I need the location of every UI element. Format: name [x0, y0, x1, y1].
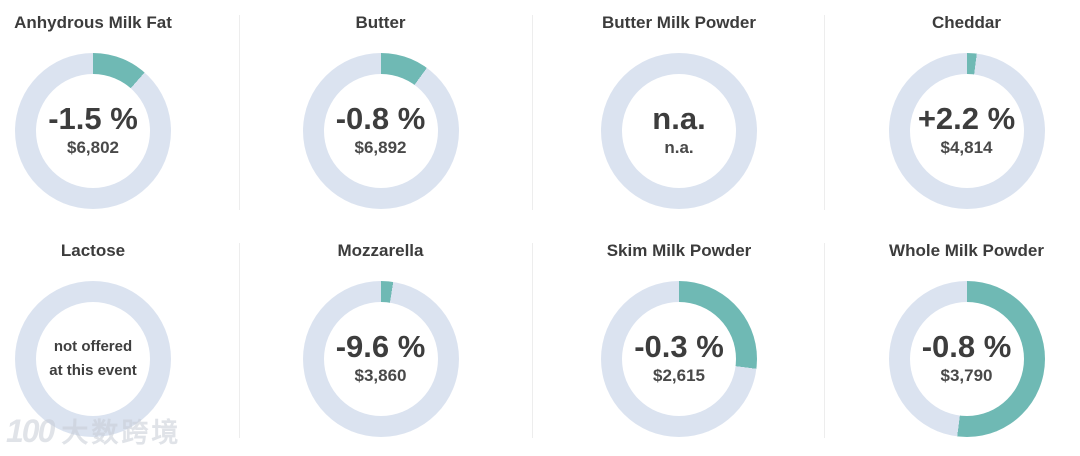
card-content: Butter Milk Powder n.a. n.a.: [533, 0, 825, 209]
donut-center: -0.3 % $2,615: [622, 302, 736, 416]
dashboard-row-2: Lactose not offered at this event Mozzar…: [0, 228, 1080, 456]
donut-chart: -9.6 % $3,860: [302, 281, 459, 437]
change-value: -0.8 %: [921, 329, 1012, 365]
change-value: -9.6 %: [335, 329, 426, 365]
donut-chart: -0.8 % $6,892: [302, 53, 459, 209]
note-text: not offered at this event: [49, 338, 137, 379]
card-content: Anhydrous Milk Fat -1.5 % $6,802: [0, 0, 213, 209]
donut-center: -0.8 % $6,892: [323, 74, 438, 188]
product-card-lactose: Lactose not offered at this event: [0, 228, 240, 456]
donut-center: n.a. n.a.: [622, 74, 736, 188]
card-content: Cheddar +2.2 % $4,814: [839, 0, 1080, 209]
product-card-whole-milk-powder: Whole Milk Powder -0.8 % $3,790: [825, 228, 1080, 456]
price-value: $2,615: [653, 365, 705, 385]
card-content: Whole Milk Powder -0.8 % $3,790: [839, 228, 1080, 437]
donut-chart: n.a. n.a.: [601, 53, 757, 209]
product-card-anhydrous-milk-fat: Anhydrous Milk Fat -1.5 % $6,802: [0, 0, 240, 228]
card-content: Skim Milk Powder -0.3 % $2,615: [533, 228, 825, 437]
card-content: Lactose not offered at this event: [0, 228, 213, 437]
product-card-butter-milk-powder: Butter Milk Powder n.a. n.a.: [533, 0, 825, 228]
price-value: $4,814: [940, 137, 993, 157]
product-card-butter: Butter -0.8 % $6,892: [240, 0, 533, 228]
price-value: $6,802: [67, 137, 119, 157]
product-title: Cheddar: [932, 13, 1001, 32]
price-value: n.a.: [664, 137, 694, 157]
donut-center: not offered at this event: [36, 302, 150, 416]
donut-center: -0.8 % $3,790: [909, 302, 1024, 416]
product-card-cheddar: Cheddar +2.2 % $4,814: [825, 0, 1080, 228]
dashboard-row-1: Anhydrous Milk Fat -1.5 % $6,802 Butter …: [0, 0, 1080, 228]
donut-chart: -0.3 % $2,615: [601, 281, 757, 437]
product-title: Skim Milk Powder: [606, 241, 752, 260]
price-value: $6,892: [354, 137, 407, 157]
product-card-mozzarella: Mozzarella -9.6 % $3,860: [240, 228, 533, 456]
donut-center: -1.5 % $6,802: [36, 74, 150, 188]
card-content: Mozzarella -9.6 % $3,860: [234, 228, 527, 437]
donut-center: -9.6 % $3,860: [323, 302, 438, 416]
price-value: $3,860: [354, 365, 407, 385]
change-value: -0.8 %: [335, 101, 426, 137]
donut-chart: -0.8 % $3,790: [888, 281, 1045, 437]
product-card-skim-milk-powder: Skim Milk Powder -0.3 % $2,615: [533, 228, 825, 456]
product-title: Anhydrous Milk Fat: [14, 13, 172, 32]
change-value: n.a.: [652, 101, 706, 137]
change-value: +2.2 %: [917, 101, 1016, 137]
donut-center: +2.2 % $4,814: [909, 74, 1024, 188]
change-value: -1.5 %: [48, 101, 138, 137]
donut-chart: +2.2 % $4,814: [888, 53, 1045, 209]
card-content: Butter -0.8 % $6,892: [234, 0, 527, 209]
change-value: -0.3 %: [634, 329, 724, 365]
donut-chart: -1.5 % $6,802: [15, 53, 171, 209]
product-title: Butter: [355, 13, 406, 32]
donut-chart: not offered at this event: [15, 281, 171, 437]
product-title: Lactose: [60, 241, 126, 260]
product-title: Mozzarella: [337, 241, 424, 260]
price-value: $3,790: [940, 365, 993, 385]
product-title: Whole Milk Powder: [889, 241, 1044, 260]
product-title: Butter Milk Powder: [602, 13, 756, 32]
